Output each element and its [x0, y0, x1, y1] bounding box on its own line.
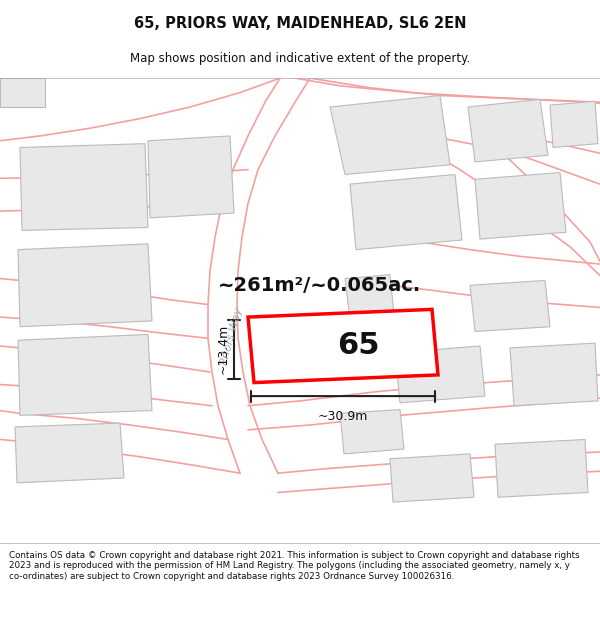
Polygon shape	[148, 136, 234, 218]
Text: 65, PRIORS WAY, MAIDENHEAD, SL6 2EN: 65, PRIORS WAY, MAIDENHEAD, SL6 2EN	[134, 16, 466, 31]
Polygon shape	[18, 244, 152, 327]
Text: 65: 65	[337, 331, 379, 361]
Polygon shape	[390, 454, 474, 502]
Polygon shape	[15, 423, 124, 483]
Polygon shape	[340, 409, 404, 454]
Polygon shape	[345, 275, 394, 319]
Text: ~13.4m: ~13.4m	[217, 324, 230, 374]
Text: Priors Way: Priors Way	[220, 307, 244, 366]
Polygon shape	[350, 174, 462, 249]
Polygon shape	[395, 346, 485, 403]
Polygon shape	[330, 96, 450, 174]
Polygon shape	[18, 334, 152, 416]
Polygon shape	[510, 343, 598, 406]
Text: ~30.9m: ~30.9m	[318, 409, 368, 422]
Text: Contains OS data © Crown copyright and database right 2021. This information is : Contains OS data © Crown copyright and d…	[9, 551, 580, 581]
Polygon shape	[248, 309, 438, 382]
Text: Map shows position and indicative extent of the property.: Map shows position and indicative extent…	[130, 52, 470, 65]
Polygon shape	[495, 439, 588, 498]
Polygon shape	[470, 281, 550, 331]
Polygon shape	[475, 173, 566, 239]
Polygon shape	[550, 101, 598, 148]
Text: ~261m²/~0.065ac.: ~261m²/~0.065ac.	[218, 276, 421, 295]
Polygon shape	[20, 144, 148, 231]
Polygon shape	[0, 78, 45, 107]
Polygon shape	[468, 99, 548, 162]
